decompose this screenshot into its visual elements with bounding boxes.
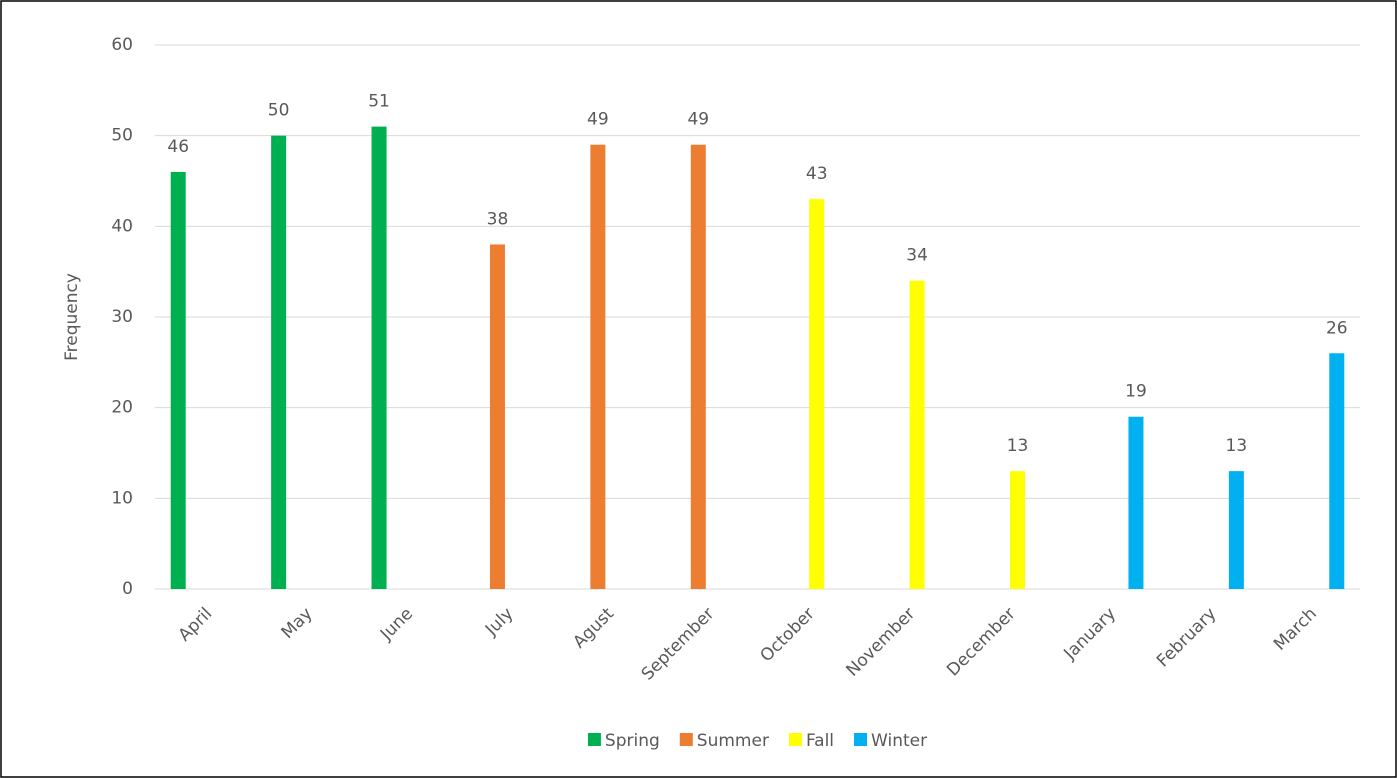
data-label: 49 [687, 110, 709, 130]
data-label: 50 [268, 101, 290, 121]
bar [590, 144, 606, 589]
data-label: 43 [806, 164, 828, 184]
data-label: 13 [1007, 436, 1029, 456]
y-tick-label: 30 [111, 307, 133, 327]
data-label: 19 [1125, 382, 1147, 402]
y-tick-label: 0 [122, 579, 133, 599]
data-label: 34 [906, 246, 928, 266]
legend-swatch [854, 733, 868, 746]
data-label: 49 [587, 110, 609, 130]
legend-label: Summer [697, 731, 769, 751]
legend-swatch [788, 733, 802, 746]
bar [371, 126, 387, 589]
data-label: 46 [167, 137, 189, 157]
bar [809, 199, 825, 589]
legend-swatch [587, 733, 601, 746]
data-label: 26 [1326, 318, 1348, 338]
legend-swatch [679, 733, 693, 746]
bar [489, 244, 505, 589]
legend-label: Winter [871, 731, 927, 751]
bar [1010, 471, 1026, 589]
legend-label: Spring [605, 731, 660, 751]
y-tick-label: 10 [111, 488, 133, 508]
bar [170, 171, 186, 589]
data-label: 13 [1226, 436, 1248, 456]
bar [1228, 471, 1244, 589]
y-axis-label: Frequency [62, 273, 82, 361]
y-tick-label: 40 [111, 216, 133, 236]
bar [1128, 416, 1144, 589]
y-tick-label: 20 [111, 398, 133, 418]
y-tick-label: 60 [111, 35, 133, 55]
data-label: 38 [487, 209, 509, 229]
bar [690, 144, 706, 589]
legend-label: Fall [806, 731, 834, 751]
y-tick-label: 50 [111, 126, 133, 146]
bar [1329, 353, 1345, 589]
bar [271, 135, 287, 589]
data-label: 51 [368, 92, 390, 112]
bar [909, 280, 925, 589]
